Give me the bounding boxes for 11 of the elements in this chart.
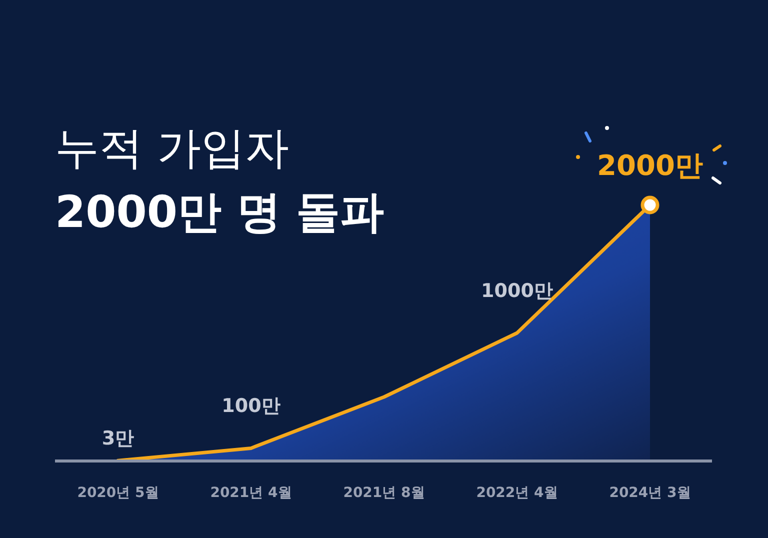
- x-tick-label: 2021년 4월: [210, 485, 292, 501]
- chart-title: 누적 가입자: [55, 123, 289, 174]
- x-tick-label: 2024년 3월: [609, 485, 691, 501]
- x-tick-label: 2020년 5월: [77, 485, 159, 501]
- x-tick-label: 2022년 4월: [476, 485, 558, 501]
- data-label: 100만: [222, 395, 280, 418]
- data-label: 2000만: [597, 149, 703, 182]
- chart-subtitle: 2000만 명 돌파: [55, 187, 384, 238]
- x-tick-label: 2021년 8월: [343, 485, 425, 501]
- data-label: 1000만: [481, 280, 553, 302]
- data-label: 3만: [102, 428, 134, 450]
